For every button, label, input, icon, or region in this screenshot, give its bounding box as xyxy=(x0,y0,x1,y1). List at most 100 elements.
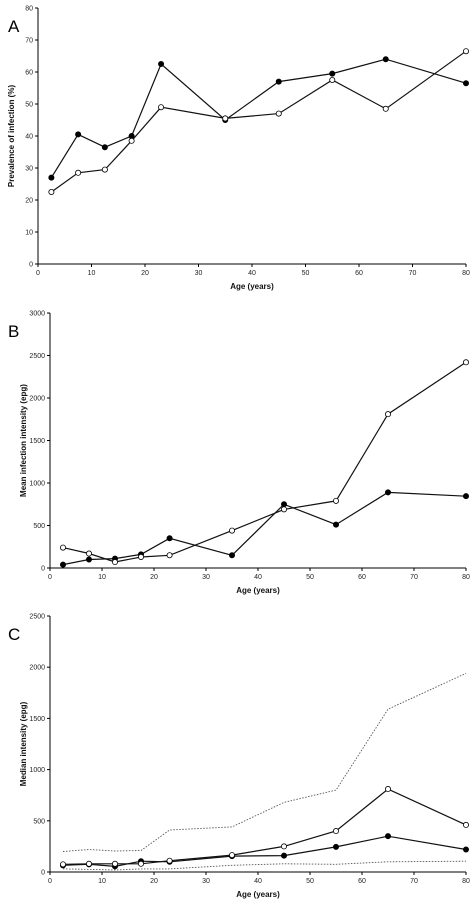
y-tick-label: 500 xyxy=(33,523,45,530)
data-point xyxy=(332,521,339,528)
y-tick-label: 500 xyxy=(33,818,45,825)
y-tick-label: 40 xyxy=(25,134,33,141)
x-tick-label: 40 xyxy=(254,878,262,885)
data-point xyxy=(48,188,55,195)
data-point xyxy=(329,70,336,77)
x-tick-label: 50 xyxy=(306,574,314,581)
data-point xyxy=(228,852,235,859)
x-tick-label: 80 xyxy=(462,270,470,277)
data-point xyxy=(60,544,67,551)
series-line xyxy=(62,491,467,566)
x-tick-label: 60 xyxy=(355,270,363,277)
y-tick-label: 3000 xyxy=(29,311,45,318)
data-point xyxy=(462,821,469,828)
x-axis-label: Age (years) xyxy=(230,282,274,291)
x-axis-label: Age (years) xyxy=(236,586,280,595)
y-tick-label: 20 xyxy=(25,198,33,205)
data-point xyxy=(158,61,165,68)
data-point xyxy=(384,411,391,418)
x-tick-label: 20 xyxy=(141,270,149,277)
y-tick-label: 1000 xyxy=(29,481,45,488)
x-tick-label: 30 xyxy=(202,878,210,885)
x-tick-label: 70 xyxy=(409,270,417,277)
y-tick-label: 0 xyxy=(41,870,45,877)
data-point xyxy=(332,828,339,835)
data-point xyxy=(75,169,82,176)
data-point xyxy=(280,506,287,513)
series-line xyxy=(51,50,467,193)
data-point xyxy=(462,80,469,87)
x-tick-label: 40 xyxy=(254,574,262,581)
y-tick-label: 2500 xyxy=(29,614,45,621)
x-tick-label: 0 xyxy=(48,878,52,885)
data-point xyxy=(384,489,391,496)
x-tick-label: 50 xyxy=(306,878,314,885)
x-tick-label: 0 xyxy=(48,574,52,581)
panel-label: B xyxy=(8,322,19,341)
series-line xyxy=(62,835,467,868)
x-tick-label: 80 xyxy=(462,574,470,581)
data-point xyxy=(166,552,173,559)
y-tick-label: 10 xyxy=(25,230,33,237)
x-tick-label: 70 xyxy=(410,878,418,885)
x-tick-label: 80 xyxy=(462,878,470,885)
series-line xyxy=(62,788,467,865)
data-point xyxy=(462,493,469,500)
series-3 xyxy=(62,672,467,852)
data-point xyxy=(137,553,144,560)
x-tick-label: 60 xyxy=(358,574,366,581)
series-2 xyxy=(60,786,469,868)
data-point xyxy=(332,497,339,504)
data-point xyxy=(332,843,339,850)
y-tick-label: 2000 xyxy=(29,665,45,672)
panel-label: A xyxy=(8,17,20,36)
data-point xyxy=(48,174,55,181)
data-point xyxy=(86,860,93,867)
data-point xyxy=(275,78,282,85)
series-line xyxy=(62,361,467,563)
y-tick-label: 1500 xyxy=(29,716,45,723)
series-2 xyxy=(48,48,469,195)
y-tick-label: 0 xyxy=(41,566,45,573)
data-point xyxy=(329,77,336,84)
x-tick-label: 50 xyxy=(302,270,310,277)
data-point xyxy=(462,846,469,853)
x-tick-label: 0 xyxy=(36,270,40,277)
series-4 xyxy=(62,860,467,871)
data-point xyxy=(275,110,282,117)
chart-panel-a: A 0 10 20 30 40 50 60 70 80 0 10 20 30 40 50 60 70 80 Age (… xyxy=(7,6,470,292)
y-axis-label: Median intensity (epg) xyxy=(19,701,28,786)
x-tick-label: 20 xyxy=(150,878,158,885)
data-point xyxy=(280,843,287,850)
data-point xyxy=(462,48,469,55)
data-point xyxy=(166,535,173,542)
data-point xyxy=(166,857,173,864)
data-point xyxy=(228,552,235,559)
data-point xyxy=(384,786,391,793)
data-point xyxy=(462,359,469,366)
x-axis-label: Age (years) xyxy=(236,890,280,899)
series-line xyxy=(62,860,467,871)
data-point xyxy=(75,131,82,138)
y-tick-label: 60 xyxy=(25,70,33,77)
y-tick-label: 2000 xyxy=(29,396,45,403)
data-point xyxy=(60,861,67,868)
data-point xyxy=(280,501,287,508)
x-tick-label: 10 xyxy=(98,574,106,581)
y-tick-label: 80 xyxy=(25,6,33,13)
y-tick-label: 30 xyxy=(25,166,33,173)
series-line xyxy=(62,672,467,852)
series-1 xyxy=(60,489,469,568)
x-tick-label: 30 xyxy=(195,270,203,277)
data-point xyxy=(60,561,67,568)
data-point xyxy=(228,527,235,534)
y-tick-label: 0 xyxy=(29,262,33,269)
data-point xyxy=(137,860,144,867)
y-axis-label: Prevalence of infection (%) xyxy=(7,85,16,188)
y-tick-label: 2500 xyxy=(29,353,45,360)
data-point xyxy=(112,860,119,867)
chart-panel-c: C 0 500 1000 1500 2000 2500 0 10 20 30 40 50 60 70 80 Ag… xyxy=(8,614,470,900)
x-tick-label: 10 xyxy=(88,270,96,277)
y-tick-label: 70 xyxy=(25,38,33,45)
chart-panel-b: B 0 500 1000 1500 2000 2500 3000 0 10 20 30 40 50 60 70… xyxy=(8,311,470,596)
